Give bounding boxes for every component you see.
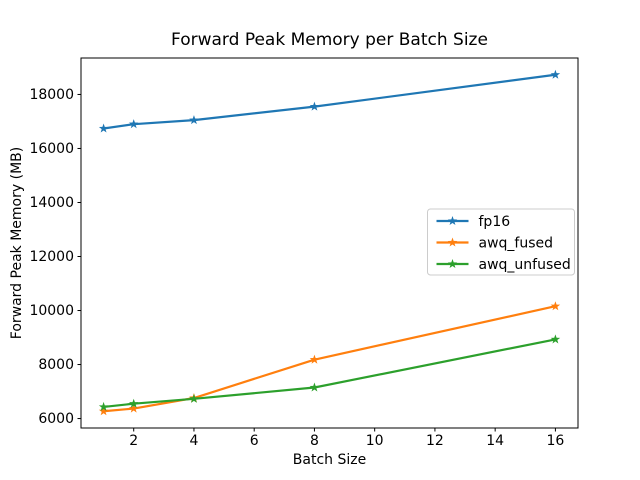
data-point-marker-awq_unfused xyxy=(128,398,139,408)
legend-marker-awq_unfused xyxy=(447,259,458,269)
legend-marker-fp16 xyxy=(447,216,458,226)
legend-marker-awq_fused xyxy=(447,237,458,247)
y-tick-label: 12000 xyxy=(29,249,74,265)
x-tick-label: 6 xyxy=(250,433,259,449)
chart-title: Forward Peak Memory per Batch Size xyxy=(171,30,488,50)
y-axis-label: Forward Peak Memory (MB) xyxy=(9,146,25,340)
legend-label-fp16: fp16 xyxy=(479,214,511,230)
x-tick-label: 14 xyxy=(486,433,504,449)
data-point-marker-awq_unfused xyxy=(550,334,561,344)
x-axis-label: Batch Size xyxy=(292,452,367,468)
data-point-marker-fp16 xyxy=(98,123,109,133)
y-tick-label: 14000 xyxy=(29,195,74,211)
y-tick-label: 6000 xyxy=(38,411,74,427)
data-point-marker-awq_unfused xyxy=(98,401,109,411)
data-point-marker-fp16 xyxy=(189,115,199,125)
data-point-marker-fp16 xyxy=(309,101,320,111)
x-tick-label: 12 xyxy=(426,433,444,449)
y-tick-label: 8000 xyxy=(38,357,74,373)
x-tick-label: 16 xyxy=(546,433,564,449)
data-point-marker-awq_fused xyxy=(309,354,320,364)
data-point-marker-awq_unfused xyxy=(189,393,199,403)
y-tick-label: 10000 xyxy=(29,303,74,319)
legend-label-awq_unfused: awq_unfused xyxy=(479,257,571,273)
data-point-marker-fp16 xyxy=(550,69,561,79)
legend-label-awq_fused: awq_fused xyxy=(479,236,554,252)
data-point-marker-awq_unfused xyxy=(309,382,320,392)
data-point-marker-awq_fused xyxy=(550,301,561,311)
legend xyxy=(427,208,575,276)
y-tick-label: 18000 xyxy=(29,87,74,103)
x-tick-label: 8 xyxy=(310,433,319,449)
x-tick-label: 2 xyxy=(129,433,138,449)
x-tick-label: 10 xyxy=(366,433,384,449)
data-point-marker-awq_fused xyxy=(128,403,139,413)
x-tick-label: 4 xyxy=(189,433,198,449)
data-point-marker-fp16 xyxy=(128,119,139,129)
y-tick-label: 16000 xyxy=(29,141,74,157)
data-point-marker-awq_fused xyxy=(98,406,109,416)
